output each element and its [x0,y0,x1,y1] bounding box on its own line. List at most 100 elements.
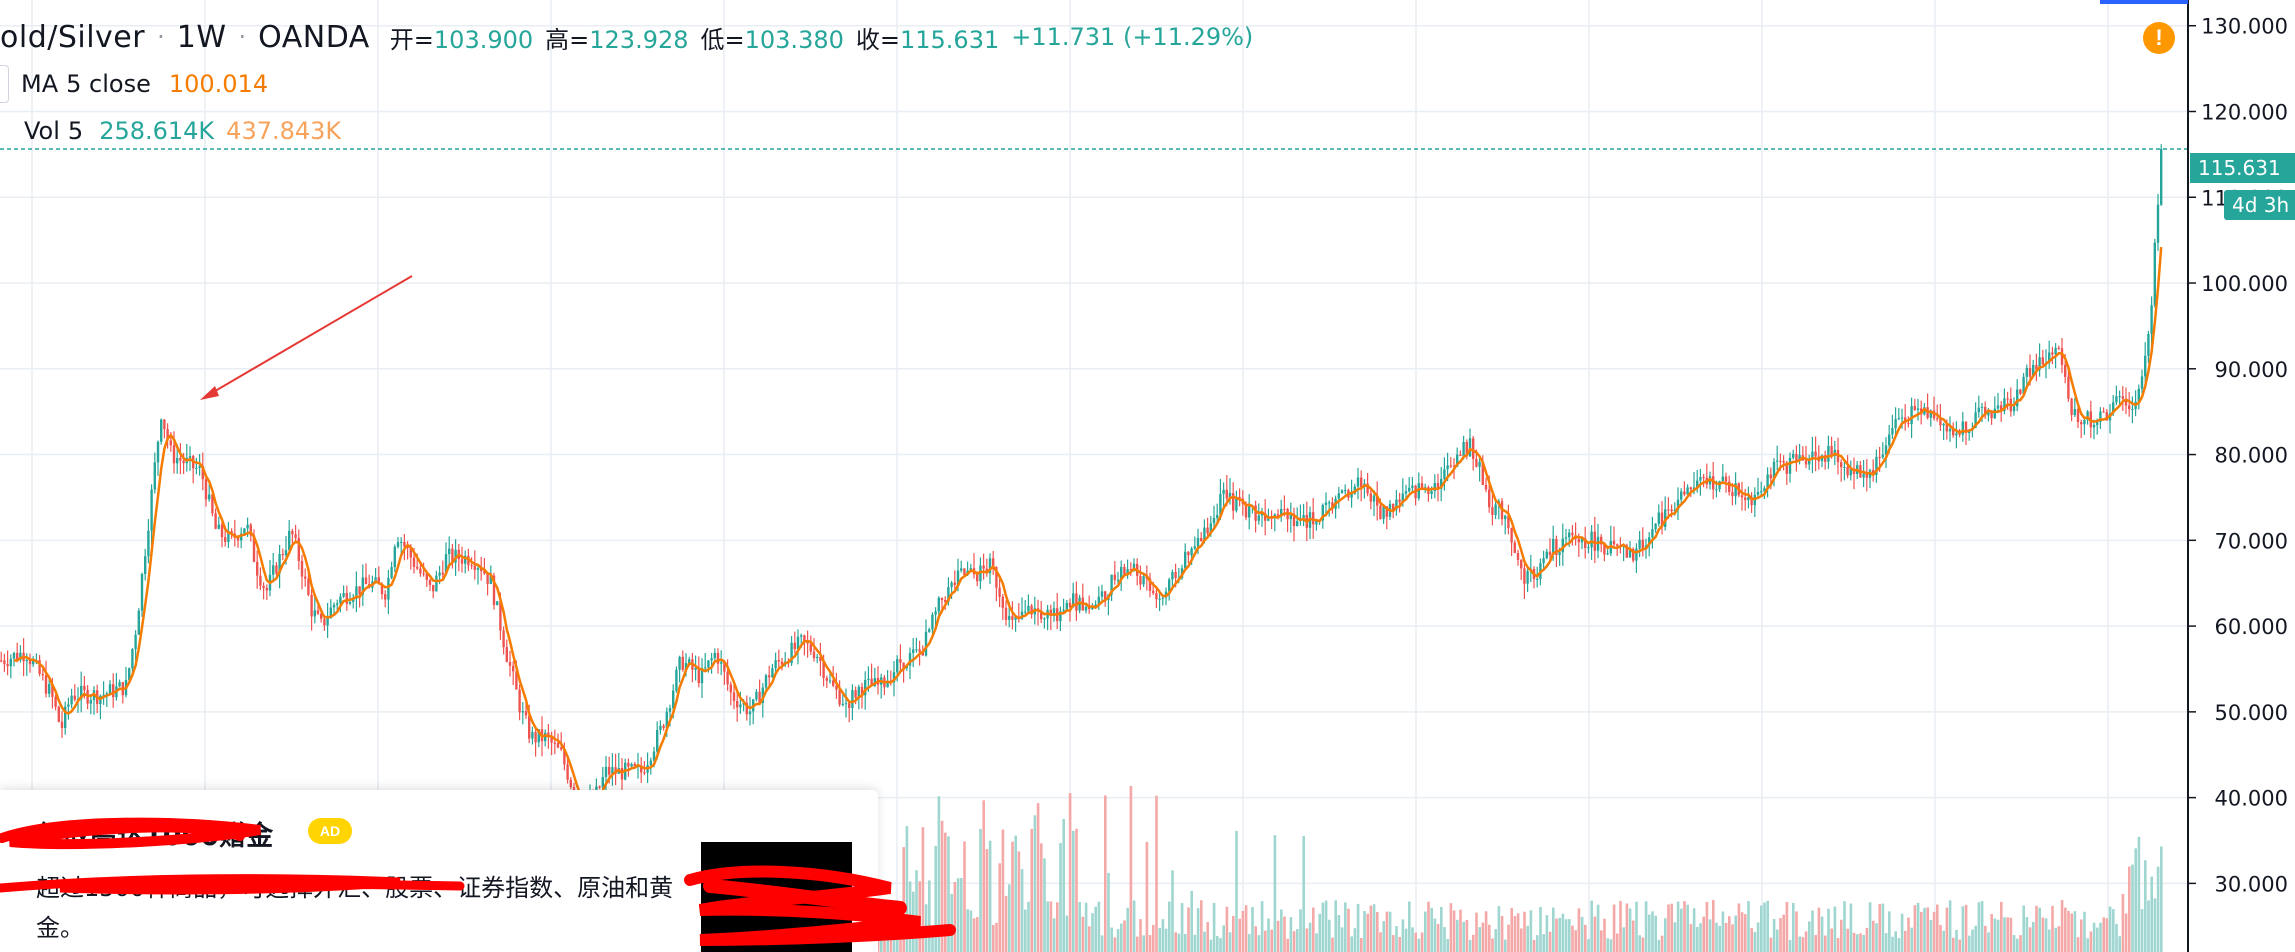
candle-body [374,577,377,582]
candle-body [166,429,169,441]
volume-bar [1369,905,1373,952]
candle-body [2099,411,2102,422]
volume-bar [1260,901,1264,952]
volume-bar [1190,890,1193,952]
candle-body [1353,486,1356,494]
candle-body [716,652,720,664]
top-indicator-strip [2100,0,2188,4]
interval-label[interactable]: 1W [176,19,227,55]
candle-body [313,610,316,617]
volume-bar [1059,843,1062,952]
candle-body [1478,461,1481,467]
volume-bar [1737,903,1741,952]
candle-body [1475,458,1478,467]
candle-body [1664,509,1667,528]
volume-bar [2153,898,2157,952]
candle-body [521,711,524,713]
candle-body [259,575,262,586]
alert-icon[interactable]: ! [2143,22,2175,54]
candle-body [1142,576,1145,585]
ohlc-low: 低=103.380 [700,25,844,54]
symbol-name[interactable]: old/Silver [0,19,146,55]
candle-body [1728,481,1731,493]
candle-body [668,708,672,712]
candle-body [860,686,864,696]
volume-bar [2160,846,2163,952]
change-value: +11.731 (+11.29%) [1011,23,1254,51]
volume-bar [2035,905,2038,952]
candle-body [835,685,838,690]
volume-bar [1532,939,1536,952]
volume-bar [1347,908,1350,952]
candle-body [2144,355,2147,377]
volume-bar [979,828,982,952]
volume-bar [1254,926,1257,952]
candle-body [1232,493,1235,511]
ad-card[interactable]: 领取高达1000赠金 AD 超过1500种商品，可选择外汇、股票、证券指数、原油… [0,790,956,952]
candle-body [1462,441,1465,456]
volume-bar [1577,908,1581,952]
volume-bar [1945,907,1949,952]
ma-value: 100.014 [168,70,269,98]
candle-body [2064,364,2067,377]
volume-bar [1827,908,1830,952]
candle-body [1120,566,1123,580]
candle-body [1158,598,1161,600]
candle-body [182,460,185,464]
candle-body [931,614,934,630]
volume-bar [1888,911,1891,952]
candle-body [1097,596,1100,605]
candle-body [1446,465,1449,470]
volume-bar [1020,869,1024,952]
candle-body [3,660,6,665]
volume-bar [1171,870,1174,952]
volume-bar [1203,931,1206,952]
candle-body [1148,578,1152,591]
volume-bar [1148,935,1152,952]
ma-legend[interactable]: MA 5 close 100.014 [0,64,280,104]
volume-bar [1334,900,1337,952]
candle-body [416,566,419,569]
candle-body [1004,607,1008,620]
candle-body [1632,548,1635,561]
candle-body [1443,469,1446,479]
candle-body [780,661,784,665]
volume-bar [1526,925,1529,952]
candle-body [179,458,182,461]
candle-body [1616,544,1619,546]
candle-body [2076,409,2080,423]
candle-body [80,685,83,700]
volume-bar [2012,935,2016,952]
volume-bar [880,937,883,952]
candle-body [566,764,569,780]
volume-bar [1750,928,1753,952]
ohlc-high: 高=123.928 [545,25,689,54]
candle-body [41,673,44,676]
candle-body [544,732,547,742]
volume-bar [1388,911,1392,952]
volume-bar [1440,906,1443,952]
volume-bar [1372,904,1376,952]
candle-body [867,678,870,681]
candle-body [294,534,297,539]
candle-body [1808,459,1811,465]
candle-body [886,680,889,688]
candle-body [1091,607,1094,610]
candle-body [51,684,54,697]
candle-body [1820,455,1824,462]
vol-value-2: 437.843K [226,117,342,145]
candle-body [1638,539,1641,549]
candle-body [1891,428,1894,435]
candle-body [1936,418,1939,420]
vol-legend[interactable]: Vol 5 258.614K 437.843K [24,111,353,151]
candle-body [899,659,902,663]
candle-body [534,731,537,743]
candle-body [240,533,243,541]
axis-tick-label: 80.000 [2215,444,2288,468]
volume-bar [1398,936,1401,952]
candle-body [1606,553,1609,555]
collapse-toggle[interactable] [0,65,9,103]
candle-body [1302,514,1305,520]
volume-bar [1289,917,1293,952]
